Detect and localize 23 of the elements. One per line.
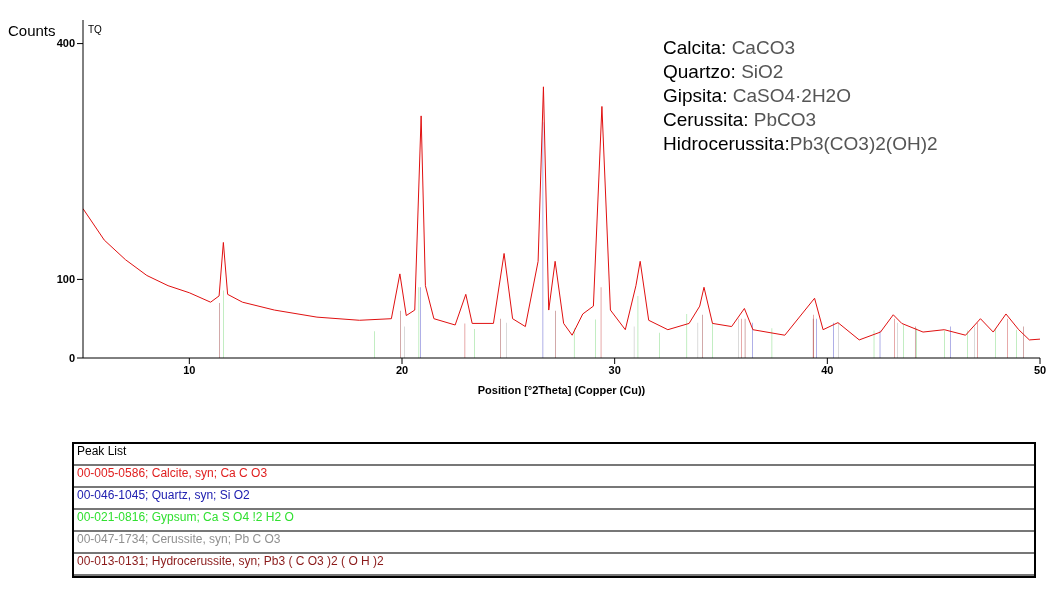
x-tick-label: 10 — [183, 363, 196, 376]
y-tick-label: 0 — [68, 351, 75, 364]
y-tick-label: 100 — [56, 273, 75, 286]
x-tick-label: 20 — [395, 363, 409, 376]
x-tick-label: 30 — [608, 363, 621, 376]
text: 00-013-0131; Hydrocerussite, syn; Pb3 ( C O3 )2 ( O H )2 — [74, 554, 1034, 576]
text: Peak List — [74, 444, 1034, 466]
text: 00-046-1045; Quartz, syn; Si O2 — [74, 488, 1034, 510]
text: 00-047-1734; Cerussite, syn; Pb C O3 — [74, 532, 1034, 554]
annotation: Quartzo: SiO2 — [663, 61, 784, 82]
x-tick-label: 40 — [821, 363, 834, 376]
annotation: Calcita: CaCO3 — [663, 37, 795, 58]
x-axis-title: Position [°2Theta] (Copper (Cu)) — [477, 384, 646, 396]
text: 00-005-0586; Calcite, syn; Ca C O3 — [74, 466, 1034, 488]
annotation: Cerussita: PbCO3 — [663, 109, 817, 130]
annotation: Hidrocerussita:Pb3(CO3)2(OH)2 — [663, 133, 938, 154]
x-tick-label: 50 — [1033, 363, 1047, 376]
text: 00-021-0816; Gypsum; Ca S O4 !2 H2 O — [74, 510, 1034, 532]
line-series — [83, 86, 1040, 341]
annotation: TQ — [88, 24, 102, 35]
y-tick-label: 400 — [56, 37, 75, 50]
annotation: Gipsita: CaSO4·2H2O — [663, 85, 851, 106]
y-axis-title: Counts — [8, 22, 56, 39]
